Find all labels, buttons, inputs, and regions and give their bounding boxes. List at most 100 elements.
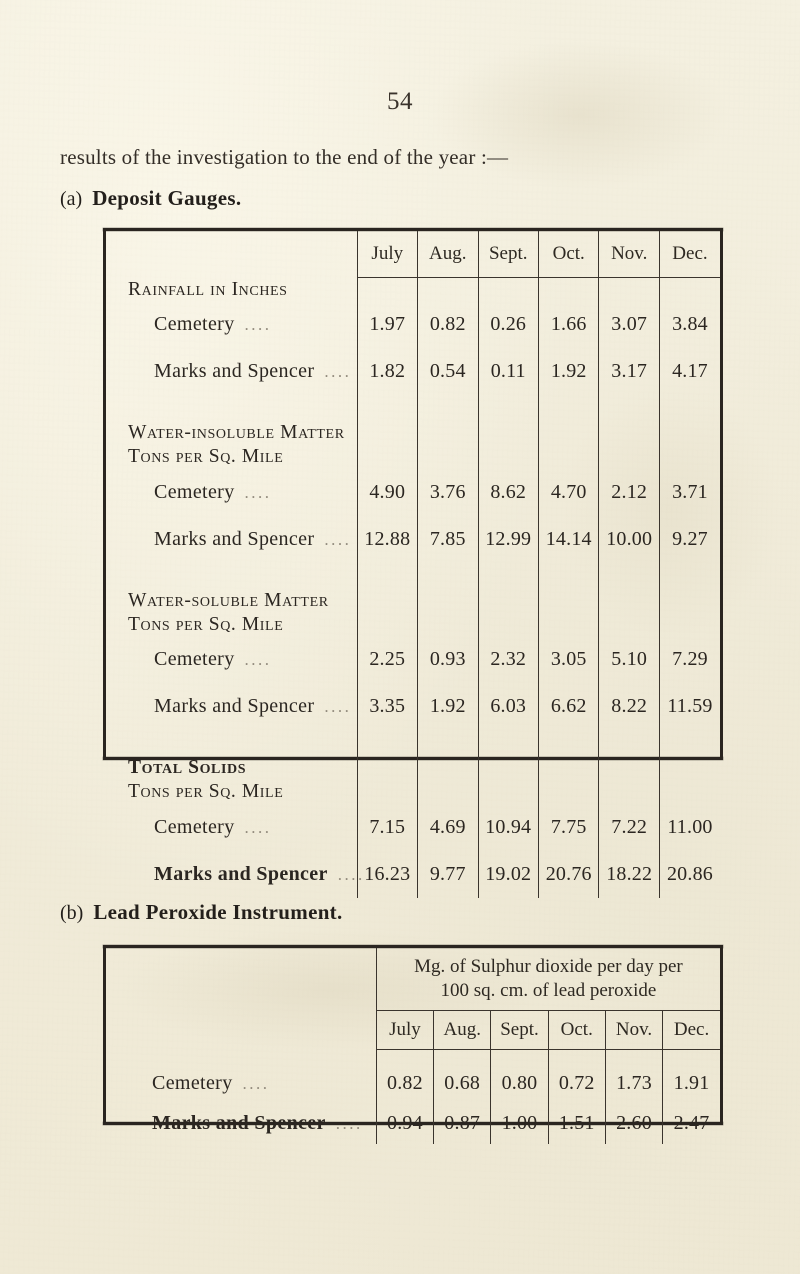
- group-pad: [417, 421, 478, 469]
- spacer-cell: [356, 562, 418, 589]
- header-month-sept: Sept.: [477, 231, 539, 278]
- group-pad: [658, 588, 720, 637]
- cell-value: 7.85: [417, 515, 478, 563]
- cell-value: 14.14: [537, 515, 599, 563]
- group-heading-line1: Rainfall in Inches: [128, 278, 288, 300]
- lead-peroxide-table-frame: Mg. of Sulphur dioxide per day per 100 s…: [103, 945, 723, 1144]
- row-label-text: Marks and Spencer: [154, 360, 315, 383]
- header-corner-blank: [106, 1010, 376, 1049]
- table-a-header-row: July Aug. Sept. Oct. Nov. Dec.: [106, 231, 720, 278]
- group-pad: [356, 756, 418, 804]
- group-heading-line2: Tons per Sq. Mile: [128, 613, 284, 635]
- row-label-marks-and-spencer: Marks and Spencer....: [106, 348, 357, 395]
- row-label-text: Cemetery: [154, 313, 235, 336]
- row-label-text: Marks and Spencer: [154, 695, 315, 718]
- cell-value: 0.93: [417, 636, 478, 684]
- cell-value: 16.23: [356, 850, 418, 898]
- header-month-dec: Dec.: [658, 231, 720, 278]
- header-month-july: July: [375, 1010, 434, 1050]
- table-b-span-header-row: Mg. of Sulphur dioxide per day per 100 s…: [106, 948, 720, 1011]
- cell-value: 18.22: [598, 850, 660, 898]
- cell-value: 4.70: [537, 468, 599, 516]
- table-b-body: Cemetery.... 0.82 0.68 0.80 0.72 1.73 1.…: [106, 1049, 720, 1144]
- table-b-header: Mg. of Sulphur dioxide per day per 100 s…: [106, 948, 720, 1050]
- cell-value: 4.17: [658, 348, 720, 396]
- deposit-gauges-table-frame: July Aug. Sept. Oct. Nov. Dec. Rainfall …: [103, 228, 723, 898]
- group-pad: [477, 277, 539, 302]
- cell-value: 3.05: [537, 636, 599, 684]
- cell-value: 0.11: [477, 348, 539, 396]
- header-month-july: July: [356, 231, 418, 278]
- group-pad: [417, 756, 478, 804]
- table-right-rule: [720, 948, 723, 1122]
- header-month-nov: Nov.: [604, 1010, 663, 1050]
- span-header-sulphur-dioxide: Mg. of Sulphur dioxide per day per 100 s…: [375, 948, 720, 1011]
- spacer-cell: [417, 395, 478, 422]
- group-pad: [477, 588, 539, 637]
- cell-value: 0.68: [433, 1063, 491, 1104]
- group-pad: [356, 421, 418, 469]
- cell-value: 0.82: [417, 301, 478, 349]
- deposit-gauges-table: July Aug. Sept. Oct. Nov. Dec. Rainfall …: [106, 231, 720, 898]
- cell-value: 9.27: [658, 515, 720, 563]
- dot-leader: ....: [244, 817, 272, 837]
- group-pad: [537, 588, 599, 637]
- spacer-cell: [477, 562, 539, 589]
- table-right-rule: [720, 231, 723, 757]
- cell-value: 1.51: [547, 1103, 606, 1144]
- spacer-cell: [375, 1049, 434, 1064]
- cell-value: 12.99: [477, 515, 539, 563]
- group-pad: [477, 756, 539, 804]
- cell-value: 5.10: [598, 636, 660, 684]
- row-spacer: [106, 395, 720, 422]
- dot-leader: ....: [244, 650, 272, 670]
- spacer-cell: [658, 562, 720, 589]
- spacer-cell: [598, 730, 660, 757]
- intro-paragraph: results of the investigation to the end …: [60, 145, 509, 169]
- cell-value: 1.82: [356, 348, 418, 396]
- spacer-cell: [106, 563, 357, 589]
- row-label-cemetery: Cemetery....: [106, 1064, 376, 1104]
- cell-value: 1.66: [537, 301, 599, 349]
- group-pad: [537, 277, 599, 302]
- cell-value: 0.72: [547, 1063, 606, 1104]
- table-row: Marks and Spencer.... 0.94 0.87 1.00 1.5…: [106, 1103, 720, 1144]
- cell-value: 1.00: [490, 1103, 549, 1144]
- row-label-text: Marks and Spencer: [152, 1112, 326, 1135]
- span-header-line1: Mg. of Sulphur dioxide per day per: [414, 956, 683, 977]
- group-pad: [658, 756, 720, 804]
- section-heading-deposit-gauges: (a) Deposit Gauges.: [60, 186, 241, 211]
- page-number: 54: [387, 88, 413, 115]
- section-title-b: Lead Peroxide Instrument.: [93, 900, 343, 924]
- dot-leader: ....: [335, 1114, 363, 1134]
- cell-value: 3.17: [598, 348, 660, 396]
- cell-value: 8.22: [598, 683, 660, 731]
- group-pad: [598, 588, 660, 637]
- group-heading-line1: Water-insoluble Matter: [128, 422, 345, 444]
- group-pad: [658, 421, 720, 469]
- cell-value: 7.15: [356, 803, 418, 851]
- header-month-oct: Oct.: [547, 1010, 606, 1050]
- section-heading-lead-peroxide-instrument: (b) Lead Peroxide Instrument.: [60, 900, 343, 925]
- spacer-cell: [477, 730, 539, 757]
- section-title-a: Deposit Gauges.: [92, 186, 242, 210]
- spacer-cell: [662, 1049, 720, 1064]
- row-spacer: [106, 1049, 720, 1064]
- cell-value: 2.47: [662, 1103, 720, 1144]
- group-heading-water-soluble-matter: Water-soluble Matter Tons per Sq. Mile: [106, 588, 720, 637]
- cell-value: 10.94: [477, 803, 539, 851]
- cell-value: 0.54: [417, 348, 478, 396]
- cell-value: 3.07: [598, 301, 660, 349]
- table-row: Cemetery.... 7.15 4.69 10.94 7.75 7.22 1…: [106, 803, 720, 851]
- group-heading-rainfall: Rainfall in Inches: [106, 277, 720, 302]
- table-b-month-header-row: July Aug. Sept. Oct. Nov. Dec.: [106, 1010, 720, 1050]
- cell-value: 1.92: [417, 683, 478, 731]
- cell-value: 12.88: [356, 515, 418, 563]
- cell-value: 10.00: [598, 515, 660, 563]
- row-spacer: [106, 730, 720, 757]
- group-heading-total-solids: Total Solids Tons per Sq. Mile: [106, 756, 720, 804]
- table-top-rule: [103, 228, 723, 231]
- row-spacer: [106, 562, 720, 589]
- row-label-text: Marks and Spencer: [154, 862, 328, 885]
- cell-value: 6.62: [537, 683, 599, 731]
